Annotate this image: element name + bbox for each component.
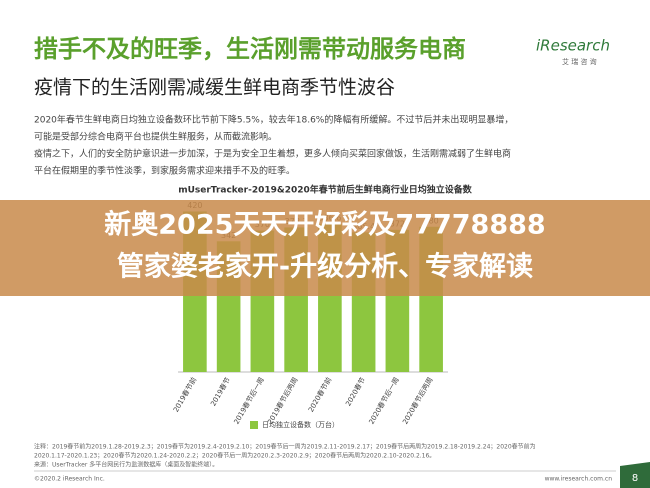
logo-sub: 艾 瑞 咨 询 <box>562 57 597 66</box>
banner <box>0 200 650 296</box>
paragraph: 疫情之下，人们的安全防护意识进一步加深，于是为安全卫生着想，更多人倾向买菜回家做… <box>34 148 511 160</box>
x-tick-label: 2020春节 <box>343 376 367 408</box>
note: 注释：2019春节前为2019.1.28-2019.2.3；2019春节为201… <box>34 443 536 451</box>
page-tab <box>620 462 650 488</box>
copyright: ©2020.2 iResearch Inc. <box>34 476 105 483</box>
paragraph: 平台在假期里的季节性淡季，到家服务需求迎来措手不及的旺季。 <box>34 165 295 177</box>
x-tick-label: 2019春节 <box>208 376 232 408</box>
subtitle: 疫情下的生活刚需减缓生鲜电商季节性波谷 <box>34 77 395 99</box>
legend-label: 日均独立设备数（万台） <box>262 420 339 429</box>
note: 来源：UserTracker 多平台网民行为监测数据库（桌面及智能终端）。 <box>34 461 218 469</box>
x-tick-label: 2019春节前 <box>171 376 198 414</box>
banner-text: 管家婆老家开-升级分析、专家解读 <box>117 251 533 283</box>
x-tick-label: 2020春节后两周 <box>400 376 434 426</box>
banner-text: 新奥2025天天开好彩及77778888 <box>104 209 545 241</box>
note: 2020.1.17-2020.1.23；2020春节为2020.1.24-202… <box>34 452 435 460</box>
x-tick-label: 2019春节后两周 <box>265 376 299 426</box>
x-tick-label: 2020春节前 <box>306 376 333 414</box>
logo: iResearch <box>536 37 610 55</box>
x-tick-label: 2019春节后一周 <box>232 376 266 426</box>
paragraph: 2020年春节生鲜电商日均独立设备数环比节前下降5.5%，较去年18.6%的降幅… <box>34 114 513 126</box>
chart-title: mUserTracker-2019&2020年春节前后生鲜电商行业日均独立设备数 <box>178 184 473 196</box>
url: www.iresearch.com.cn <box>545 476 613 483</box>
x-tick-label: 2020春节后一周 <box>367 376 401 426</box>
title: 措手不及的旺季，生活刚需带动服务电商 <box>34 35 466 63</box>
legend-swatch <box>250 421 258 429</box>
page-number: 8 <box>632 473 638 484</box>
paragraph: 可能是受部分综合电商平台也提供生鲜服务，从而截流影响。 <box>34 131 277 143</box>
